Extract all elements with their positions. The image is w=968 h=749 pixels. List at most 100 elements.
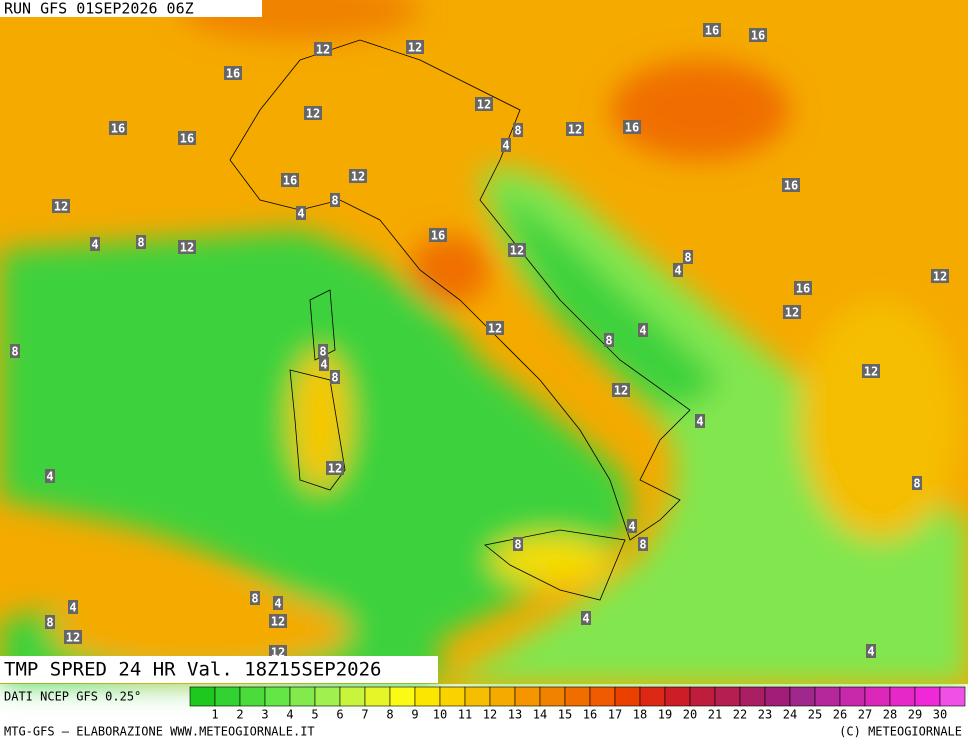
contour-label: 4: [696, 415, 703, 429]
colorbar-swatch: [614, 686, 641, 707]
contour-label-box: [866, 644, 876, 658]
contour-label-box: [269, 614, 287, 628]
contour-label-box: [749, 28, 767, 42]
contour-label-box: [52, 199, 70, 213]
contour-label: 12: [785, 306, 799, 320]
contour-label-box: [45, 469, 55, 483]
contour-label: 4: [69, 601, 76, 615]
contour-label-box: [178, 131, 196, 145]
colorbar-swatch: [539, 686, 566, 707]
colorbar-swatch: [514, 686, 541, 707]
contour-label: 8: [331, 371, 338, 385]
contour-label-box: [273, 596, 283, 610]
contour-label: 12: [568, 123, 582, 137]
colorbar-label: 9: [411, 708, 418, 722]
title-box: [0, 656, 438, 683]
contour-label-box: [10, 344, 20, 358]
contour-label-box: [683, 250, 693, 264]
contour-label-box: [513, 123, 523, 137]
contour-label: 4: [867, 645, 874, 659]
contour-label-box: [314, 42, 332, 56]
colorbar-label: 10: [433, 708, 447, 722]
contour-label-box: [250, 591, 260, 605]
contour-label-box: [783, 305, 801, 319]
product-title: TMP SPRED 24 HR Val. 18Z15SEP2026: [4, 659, 382, 681]
contour-label: 16: [751, 29, 765, 43]
contour-label: 8: [514, 538, 521, 552]
contour-label: 8: [331, 194, 338, 208]
contour-label: 12: [66, 631, 80, 645]
contour-label: 12: [408, 41, 422, 55]
colorbar-swatch: [689, 686, 716, 707]
colorbar-label: 27: [858, 708, 872, 722]
colorbar-label: 13: [508, 708, 522, 722]
contour-label: 8: [251, 592, 258, 606]
colorbar-label: 22: [733, 708, 747, 722]
contour-label: 8: [605, 334, 612, 348]
colorbar-label: 5: [311, 708, 318, 722]
contour-label-box: [703, 23, 721, 37]
contour-label: 12: [54, 200, 68, 214]
colorbar-label: 8: [386, 708, 393, 722]
contour-label: 8: [684, 251, 691, 265]
contour-label: 16: [111, 122, 125, 136]
contour-label: 4: [320, 358, 327, 372]
colorbar-swatch: [389, 686, 416, 707]
contour-label-box: [475, 97, 493, 111]
contour-label-box: [638, 323, 648, 337]
colorbar-label: 1: [211, 708, 218, 722]
contour-label: 12: [180, 241, 194, 255]
contour-label: 4: [628, 520, 635, 534]
contour-label: 12: [477, 98, 491, 112]
contour-label-box: [782, 178, 800, 192]
colorbar-swatch: [939, 686, 966, 707]
contour-label: 12: [864, 365, 878, 379]
credit-right: (C) METEOGIORNALE: [839, 725, 962, 739]
contour-label: 4: [46, 470, 53, 484]
contour-label: 8: [913, 477, 920, 491]
contour-label-box: [486, 321, 504, 335]
colorbar-swatch: [564, 686, 591, 707]
contour-label-box: [68, 600, 78, 614]
contour-label: 12: [316, 43, 330, 57]
colorbar: 1 2 3 4 5 6 7 8 9 10 11 12 13 14 15 16 17 18 19 20 21 22 23 24 2…: [189, 686, 966, 722]
colorbar-swatch: [814, 686, 841, 707]
colorbar-swatch: [639, 686, 666, 707]
contour-label: 8: [11, 345, 18, 359]
colorbar-swatch: [764, 686, 791, 707]
source-label: DATI NCEP GFS 0.25°: [4, 690, 141, 704]
contour-label-box: [566, 122, 584, 136]
colorbar-label: 15: [558, 708, 572, 722]
contour-label: 12: [933, 270, 947, 284]
colorbar-swatch: [289, 686, 316, 707]
contour-label-box: [45, 615, 55, 629]
contour-label-box: [612, 383, 630, 397]
contour-label-box: [304, 106, 322, 120]
contour-label: 8: [639, 538, 646, 552]
credit-left: MTG-GFS — ELABORAZIONE WWW.METEOGIORNALE…: [4, 725, 315, 739]
contour-label-box: [319, 357, 329, 371]
colorbar-swatch: [214, 686, 241, 707]
contour-label-box: [638, 537, 648, 551]
contour-label-box: [64, 630, 82, 644]
colorbar-swatch: [589, 686, 616, 707]
colorbar-label: 19: [658, 708, 672, 722]
contour-label-box: [136, 235, 146, 249]
contour-label-box: [269, 645, 287, 659]
contour-label: 16: [625, 121, 639, 135]
colorbar-label: 14: [533, 708, 547, 722]
contour-label-box: [330, 193, 340, 207]
colorbar-swatch: [489, 686, 516, 707]
contour-label: 12: [306, 107, 320, 121]
colorbar-label: 16: [583, 708, 597, 722]
contour-label-box: [109, 121, 127, 135]
colorbar-label: 7: [361, 708, 368, 722]
contour-label-box: [318, 344, 328, 358]
colorbar-swatch: [264, 686, 291, 707]
contour-label-box: [513, 537, 523, 551]
contour-label: 16: [705, 24, 719, 38]
contour-label: 4: [297, 207, 304, 221]
colorbar-label: 23: [758, 708, 772, 722]
colorbar-swatch: [439, 686, 466, 707]
contour-label-box: [90, 237, 100, 251]
